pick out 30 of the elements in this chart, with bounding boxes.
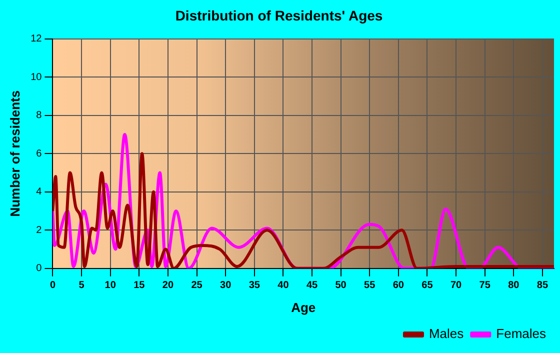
x-tick-label: 45 — [306, 280, 318, 292]
y-axis-title: Number of residents — [7, 90, 22, 217]
y-tick-label: 2 — [36, 224, 42, 236]
x-tick-label: 25 — [191, 280, 203, 292]
x-tick-label: 15 — [134, 280, 146, 292]
x-tick-label: 70 — [450, 280, 462, 292]
x-tick-label: 50 — [335, 280, 347, 292]
x-tick-label: 20 — [162, 280, 174, 292]
x-tick-label: 55 — [364, 280, 376, 292]
legend-label: Males — [428, 326, 464, 342]
x-tick-label: 40 — [278, 280, 290, 292]
x-tick-label: 65 — [422, 280, 434, 292]
x-tick-label: 75 — [479, 280, 491, 292]
x-tick-label: 30 — [220, 280, 232, 292]
chart-title: Distribution of Residents' Ages — [175, 7, 383, 24]
y-tick-label: 6 — [36, 148, 42, 160]
y-tick-label: 12 — [30, 34, 42, 45]
x-tick-label: 5 — [78, 280, 85, 292]
x-axis-title: Age — [291, 300, 316, 315]
y-tick-label: 8 — [36, 110, 42, 122]
y-tick-label: 10 — [30, 72, 42, 83]
y-tick-label: 4 — [36, 186, 42, 198]
legend-label: Females — [496, 326, 546, 342]
y-tick-label: 0 — [36, 263, 42, 274]
x-tick-label: 60 — [392, 280, 404, 292]
x-tick-label: 80 — [508, 280, 520, 292]
x-tick-label: 10 — [104, 280, 116, 292]
x-tick-label: 35 — [248, 280, 260, 292]
x-tick-label: 85 — [536, 280, 548, 292]
x-tick-label: 0 — [50, 280, 56, 292]
